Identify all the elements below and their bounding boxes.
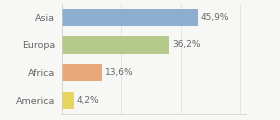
- Text: 13,6%: 13,6%: [104, 68, 133, 77]
- Bar: [62, 92, 74, 109]
- Bar: [62, 64, 102, 81]
- Text: 45,9%: 45,9%: [201, 13, 229, 22]
- Text: 36,2%: 36,2%: [172, 41, 200, 49]
- Bar: [62, 9, 199, 26]
- Bar: [62, 36, 169, 54]
- Text: 4,2%: 4,2%: [76, 96, 99, 105]
